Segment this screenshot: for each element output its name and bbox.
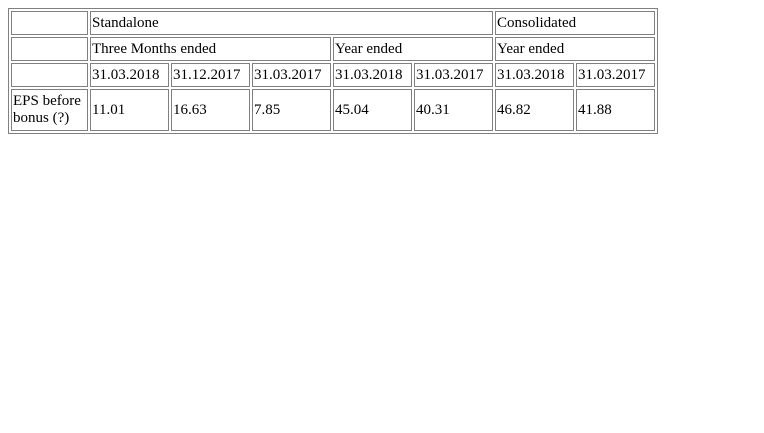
value-cell: 40.31 — [414, 89, 493, 131]
date-header-cell: 31.03.2017 — [414, 63, 493, 87]
date-header-cell: 31.03.2017 — [576, 63, 655, 87]
value-cell: 16.63 — [171, 89, 250, 131]
row-label-line: bonus (?) — [13, 110, 70, 126]
value-cell: 11.01 — [90, 89, 169, 131]
value-cell: 7.85 — [252, 89, 331, 131]
empty-corner-cell — [11, 11, 88, 35]
value-cell: 41.88 — [576, 89, 655, 131]
standalone-year-ended-header: Year ended — [333, 37, 493, 61]
date-header-cell: 31.12.2017 — [171, 63, 250, 87]
header-row-dates: 31.03.2018 31.12.2017 31.03.2017 31.03.2… — [11, 63, 655, 87]
consolidated-header: Consolidated — [495, 11, 655, 35]
table-row: EPS before bonus (?) 11.01 16.63 7.85 45.… — [11, 89, 655, 131]
eps-table: Standalone Consolidated Three Months end… — [8, 8, 658, 134]
value-cell: 46.82 — [495, 89, 574, 131]
empty-corner-cell — [11, 37, 88, 61]
date-header-cell: 31.03.2018 — [90, 63, 169, 87]
row-label-eps-before-bonus: EPS before bonus (?) — [11, 89, 88, 131]
date-header-cell: 31.03.2018 — [495, 63, 574, 87]
row-label-line: EPS before — [13, 93, 81, 109]
three-months-ended-header: Three Months ended — [90, 37, 331, 61]
date-header-cell: 31.03.2018 — [333, 63, 412, 87]
value-cell: 45.04 — [333, 89, 412, 131]
empty-corner-cell — [11, 63, 88, 87]
header-row-groups: Standalone Consolidated — [11, 11, 655, 35]
consolidated-year-ended-header: Year ended — [495, 37, 655, 61]
date-header-cell: 31.03.2017 — [252, 63, 331, 87]
standalone-header: Standalone — [90, 11, 493, 35]
header-row-periods: Three Months ended Year ended Year ended — [11, 37, 655, 61]
